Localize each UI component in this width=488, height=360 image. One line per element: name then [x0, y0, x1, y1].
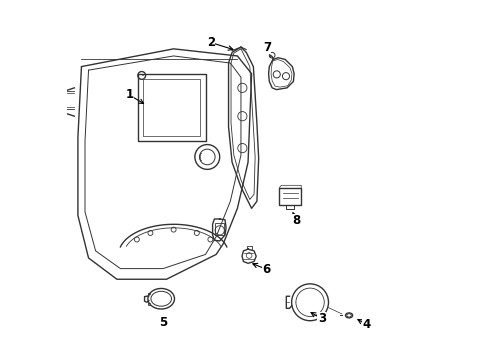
Text: 2: 2 [206, 36, 214, 49]
Text: 7: 7 [262, 41, 270, 54]
Text: 3: 3 [317, 312, 325, 325]
Text: 1: 1 [125, 89, 133, 102]
Text: 5: 5 [159, 316, 167, 329]
Text: 6: 6 [262, 263, 270, 276]
Text: 4: 4 [362, 318, 370, 331]
Bar [279, 188, 301, 205]
Text: 8: 8 [292, 214, 300, 227]
